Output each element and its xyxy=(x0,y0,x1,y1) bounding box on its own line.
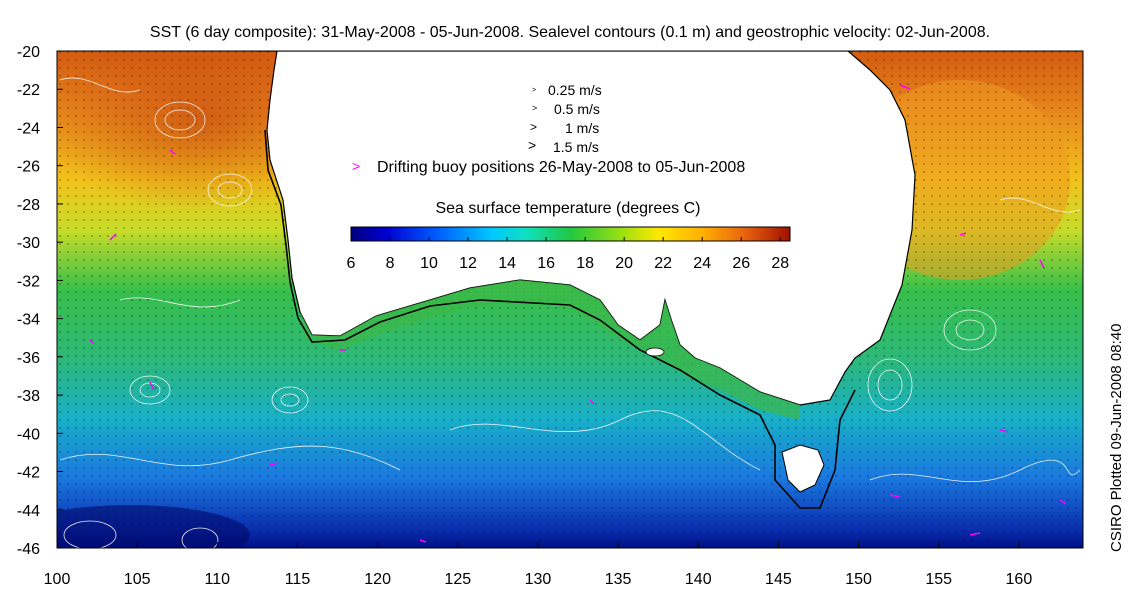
colorbar-tick-label: 12 xyxy=(459,255,477,272)
x-tick-label: 130 xyxy=(525,571,552,588)
x-tick-label: 140 xyxy=(685,571,712,588)
y-tick-label: -20 xyxy=(17,44,40,61)
vector-legend-05: 0.5 m/s xyxy=(554,101,600,117)
y-axis: -20 -22 -24 -26 -28 -30 -32 -34 -36 -38 -40 -42 -44 -… xyxy=(17,44,63,558)
vector-arrow-icon-15: > xyxy=(528,137,536,153)
colorbar-tick-label: 8 xyxy=(386,255,395,272)
x-tick-label: 145 xyxy=(765,571,792,588)
continental-shelf xyxy=(300,280,800,420)
x-tick-label: 160 xyxy=(1006,571,1033,588)
x-tick-label: 110 xyxy=(205,571,231,588)
x-tick-label: 135 xyxy=(605,571,632,588)
map-title: SST (6 day composite): 31-May-2008 - 05-… xyxy=(150,24,990,41)
x-tick-label: 115 xyxy=(285,571,311,588)
kangaroo-island xyxy=(645,347,665,357)
buoy-legend-icon: > xyxy=(352,158,360,174)
y-tick-label: -46 xyxy=(17,541,40,558)
y-tick-label: -34 xyxy=(17,312,40,329)
y-tick-label: -38 xyxy=(17,388,40,405)
y-tick-label: -24 xyxy=(17,120,40,137)
x-axis: 100 105 110 115 120 125 130 135 140 145 150 155 160 xyxy=(44,542,1033,588)
x-tick-label: 100 xyxy=(44,571,71,588)
drifting-buoy-tracks xyxy=(89,84,1067,543)
map-frame xyxy=(56,50,1084,549)
vector-legend-1: 1 m/s xyxy=(565,120,599,136)
colorbar-tick-label: 10 xyxy=(420,255,438,272)
credit-label: CSIRO Plotted 09-Jun-2008 08:40 xyxy=(1108,323,1125,552)
colorbar-tick-label: 18 xyxy=(576,255,594,272)
y-tick-label: -28 xyxy=(17,197,40,214)
colorbar-tick-label: 16 xyxy=(537,255,555,272)
colorbar-tick-label: 28 xyxy=(771,255,789,272)
map-plot-area xyxy=(57,51,1083,548)
vector-arrow-icon-1: > xyxy=(530,120,537,134)
buoy-legend-label: Drifting buoy positions 26-May-2008 to 0… xyxy=(377,159,745,176)
velocity-legend: > 0.25 m/s > 0.5 m/s > 1 m/s > 1.5 m/s xyxy=(528,82,602,155)
x-tick-label: 125 xyxy=(444,571,471,588)
y-tick-label: -30 xyxy=(17,235,40,252)
colorbar-tick-label: 24 xyxy=(693,255,711,272)
x-tick-label: 155 xyxy=(925,571,952,588)
colorbar-tick-label: 6 xyxy=(347,255,356,272)
y-tick-label: -26 xyxy=(17,159,40,176)
vector-arrow-icon-025: > xyxy=(532,87,536,94)
x-tick-label: 120 xyxy=(364,571,391,588)
vector-legend-15: 1.5 m/s xyxy=(553,139,599,155)
colorbar xyxy=(350,226,791,242)
colorbar-tick-label: 14 xyxy=(498,255,516,272)
colorbar-tick-label: 20 xyxy=(615,255,633,272)
y-tick-label: -22 xyxy=(17,82,40,99)
colorbar-tick-label: 26 xyxy=(732,255,750,272)
sealevel-contours xyxy=(59,77,1081,548)
colorbar-tick-label: 22 xyxy=(654,255,672,272)
x-tick-label: 105 xyxy=(124,571,151,588)
colorbar-title: Sea surface temperature (degrees C) xyxy=(435,200,700,217)
y-tick-label: -36 xyxy=(17,350,40,367)
vector-legend-025: 0.25 m/s xyxy=(548,82,602,98)
vector-arrow-icon-05: > xyxy=(532,103,537,113)
y-tick-label: -40 xyxy=(17,426,40,443)
tasmania xyxy=(781,444,825,493)
shelf-break-contour xyxy=(264,129,856,509)
y-tick-label: -32 xyxy=(17,273,40,290)
y-tick-label: -44 xyxy=(17,503,40,520)
colorbar-ticks: 6 8 10 12 14 16 18 20 22 24 26 28 xyxy=(347,237,789,272)
y-tick-label: -42 xyxy=(17,465,40,482)
x-tick-label: 150 xyxy=(845,571,872,588)
